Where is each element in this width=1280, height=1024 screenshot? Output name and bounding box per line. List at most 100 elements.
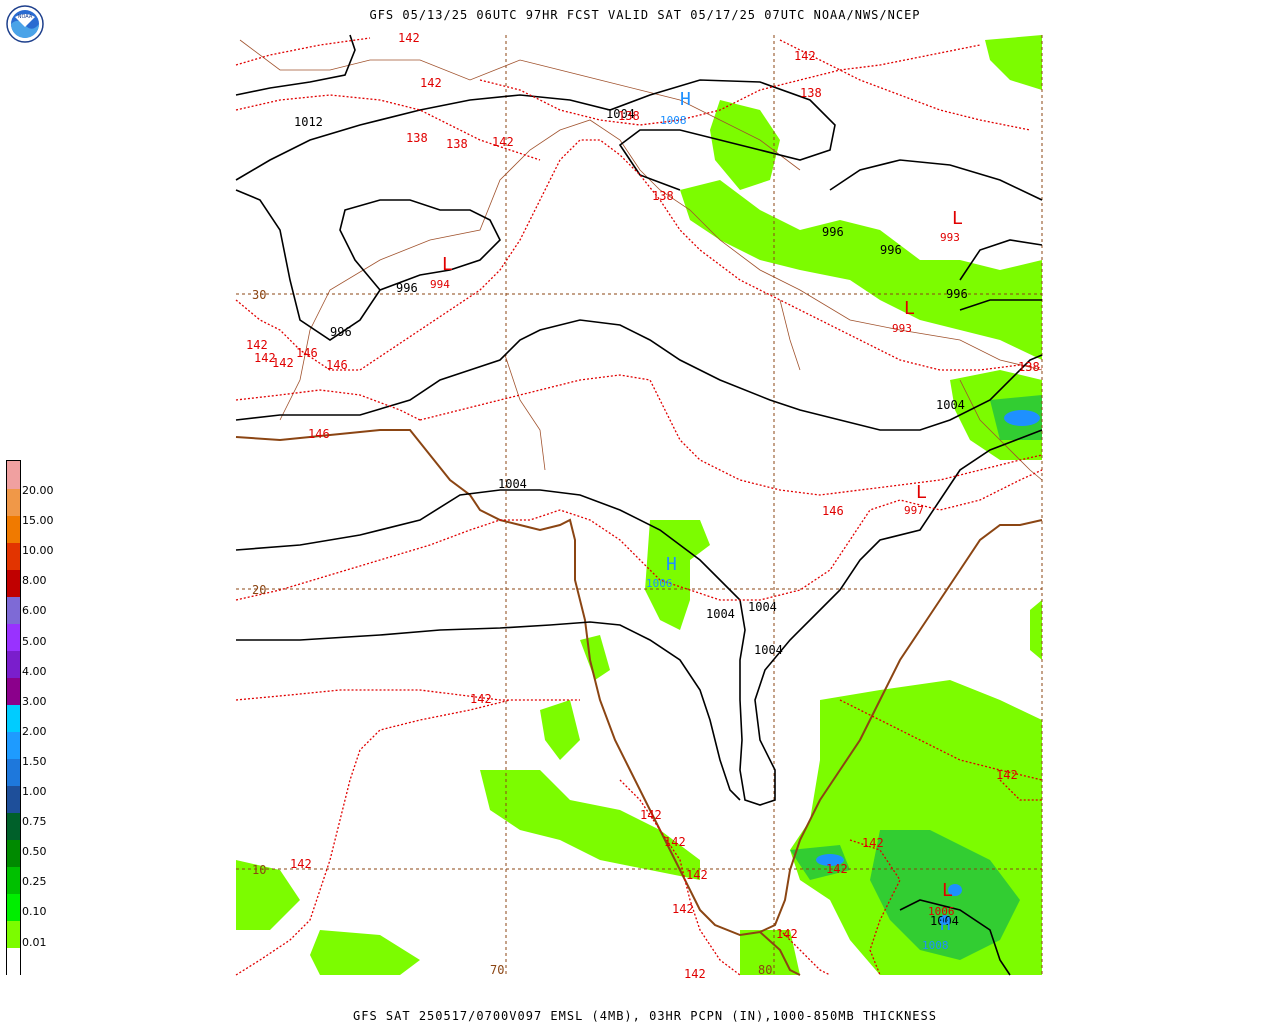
- map-title: GFS 05/13/25 06UTC 97HR FCST VALID SAT 0…: [369, 8, 921, 22]
- legend-swatch: [7, 785, 20, 813]
- thickness-line: [235, 469, 1043, 601]
- pressure-low-symbol: L: [442, 254, 453, 275]
- thickness-label: 142: [794, 49, 816, 63]
- legend-swatch: [7, 650, 20, 678]
- legend-swatch: [7, 488, 20, 516]
- thickness-label: 142: [246, 338, 268, 352]
- thickness-label: 142: [684, 967, 706, 981]
- border-line: [279, 119, 1043, 421]
- thickness-label: 142: [254, 351, 276, 365]
- isobar-labels: 1012 1004 996 996 996 996 996 1004 1004 …: [294, 107, 968, 928]
- coast-line: [759, 931, 801, 976]
- isobar-label: 1012: [294, 115, 323, 129]
- thickness-label: 142: [290, 857, 312, 871]
- thickness-line: [419, 374, 1043, 496]
- map-footer: GFS SAT 250517/0700V097 EMSL (4MB), 03HR…: [353, 1009, 937, 1023]
- thickness-line: [235, 389, 421, 421]
- grid-label-lat-30: 30: [252, 288, 266, 302]
- pressure-high-symbol: H: [666, 554, 677, 575]
- isobar-line: [235, 319, 1043, 431]
- isobar-line: [235, 189, 501, 341]
- grid-label-lat-10: 10: [252, 863, 266, 877]
- isobar-label: 1004: [498, 477, 527, 491]
- thickness-line: [235, 94, 541, 161]
- grid-label-lon-80: 80: [758, 963, 772, 977]
- isobar-line: [235, 34, 356, 96]
- thickness-label: 142: [492, 135, 514, 149]
- precip-area: [990, 395, 1042, 440]
- legend-swatch: [7, 866, 20, 894]
- pressure-centers: H 1008 L 994 L 993 L 993 L 997 H 1006 L …: [430, 89, 963, 952]
- legend-swatch: [7, 758, 20, 786]
- thickness-line: [619, 779, 741, 976]
- precip-area: [645, 520, 710, 630]
- coast-line: [235, 429, 1043, 937]
- pressure-low-symbol: L: [904, 298, 915, 319]
- noaa-logo-text: NOAA: [18, 14, 33, 20]
- thickness-label: 138: [446, 137, 468, 151]
- precip-color-legend: [6, 460, 21, 975]
- precip-area: [948, 884, 962, 896]
- thickness-line: [779, 39, 1031, 131]
- pressure-low-value: 994: [430, 278, 450, 291]
- legend-label: 0.75: [22, 815, 47, 829]
- precip-area: [480, 770, 700, 880]
- legend-label: 0.25: [22, 875, 47, 889]
- legend-label: 20.00: [22, 484, 54, 497]
- pressure-high-symbol: H: [680, 89, 691, 110]
- precip-area: [816, 854, 844, 866]
- isobar-line: [235, 429, 1043, 806]
- precip-area: [310, 930, 420, 975]
- lat-lon-grid: [236, 35, 1043, 975]
- thickness-label: 138: [1018, 360, 1040, 374]
- precip-area: [870, 830, 1020, 960]
- pressure-low-value: 993: [940, 231, 960, 244]
- isobar-label: 1004: [748, 600, 777, 614]
- legend-label: 5.00: [22, 634, 47, 648]
- thickness-contours: [235, 37, 1043, 976]
- border-line: [504, 354, 546, 471]
- precip-area: [740, 930, 800, 975]
- political-borders: [239, 39, 1043, 481]
- legend-label: 0.01: [22, 935, 47, 949]
- border-line: [239, 39, 801, 171]
- isobar-label: 1004: [606, 107, 635, 121]
- legend-swatch: [7, 839, 20, 867]
- legend-label: 0.50: [22, 845, 47, 859]
- thickness-label: 142: [826, 862, 848, 876]
- isobar-label: 996: [946, 287, 968, 301]
- thickness-line: [235, 699, 511, 976]
- isobar-label: 996: [822, 225, 844, 239]
- pressure-low-symbol: L: [916, 482, 927, 503]
- isobar-label: 1004: [706, 607, 735, 621]
- thickness-line: [235, 689, 580, 701]
- noaa-logo-icon: NOAA: [6, 5, 44, 43]
- precip-area: [985, 35, 1042, 90]
- isobar-line: [959, 239, 1043, 281]
- legend-swatch: [7, 569, 20, 597]
- isobar-line: [235, 79, 836, 191]
- isobars: [235, 34, 1043, 976]
- legend-label: 8.00: [22, 574, 47, 588]
- precipitation-heavy: [816, 410, 1040, 925]
- precip-area: [680, 180, 1042, 360]
- precip-area: [790, 680, 1042, 975]
- pressure-low-value: 993: [892, 322, 912, 335]
- pressure-low-value: 1006: [928, 905, 955, 918]
- legend-swatch: [7, 893, 20, 921]
- isobar-line: [236, 621, 741, 801]
- precip-area: [939, 915, 951, 925]
- thickness-label: 142: [420, 76, 442, 90]
- thickness-line: [839, 699, 1043, 781]
- border-line: [779, 299, 801, 371]
- isobar-label: 1004: [754, 643, 783, 657]
- thickness-line: [479, 44, 981, 126]
- legend-label: 4.00: [22, 664, 47, 678]
- thickness-label: 138: [800, 86, 822, 100]
- coastline: [235, 429, 1043, 976]
- thickness-label: 138: [406, 131, 428, 145]
- pressure-high-value: 1006: [646, 577, 673, 590]
- legend-label: 1.00: [22, 785, 47, 798]
- precip-area: [710, 100, 780, 190]
